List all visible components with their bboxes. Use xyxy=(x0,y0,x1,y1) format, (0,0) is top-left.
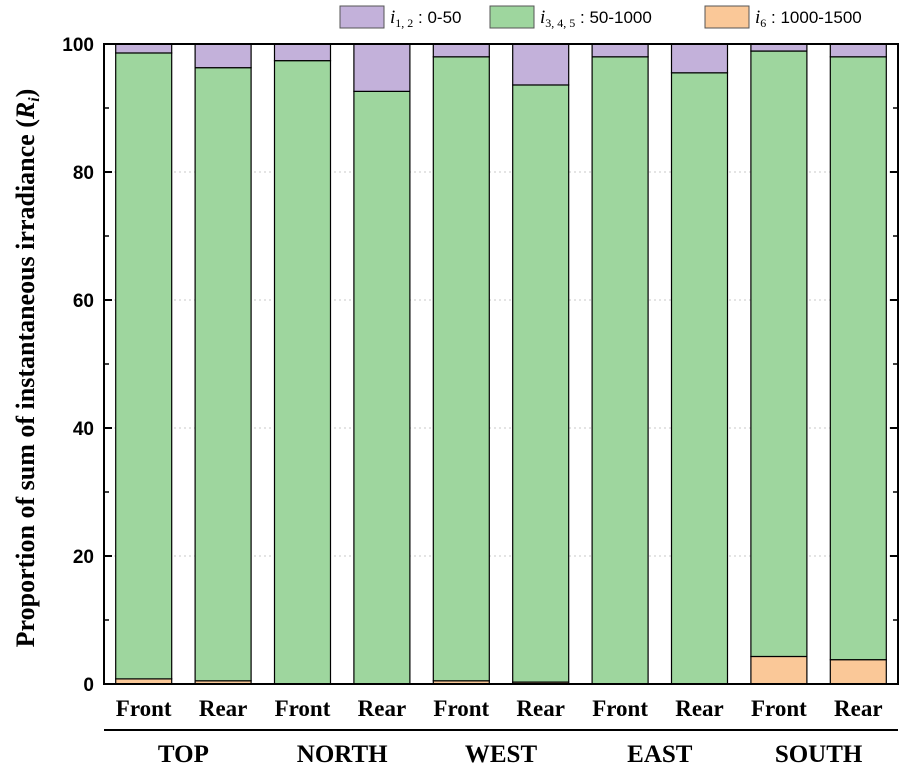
bar-segment-i345 xyxy=(670,72,729,685)
legend-swatch-i345 xyxy=(489,5,535,29)
bar-segment-i345 xyxy=(194,67,252,682)
bar-segment-i12 xyxy=(194,43,252,69)
bar-segment-i345 xyxy=(273,60,332,685)
legend-swatch-i12 xyxy=(339,5,385,29)
bar-segment-i345 xyxy=(829,56,887,661)
group-label: SOUTH xyxy=(775,741,863,768)
y-tick-label: 100 xyxy=(62,35,94,56)
legend-swatch-i6 xyxy=(704,5,750,29)
axes xyxy=(103,43,899,731)
legend: i1, 2 : 0-50 i3, 4, 5 : 50-1000 i6 : 1000-… xyxy=(339,5,862,30)
y-tick-label: 0 xyxy=(83,675,94,696)
bar-segment-i345 xyxy=(512,84,570,683)
bar-segment-i345 xyxy=(432,56,490,682)
bar-segment-i345 xyxy=(750,50,808,658)
bars xyxy=(115,43,887,685)
y-tick-label: 40 xyxy=(73,419,94,440)
bar-segment-i345 xyxy=(591,56,649,685)
bar-category-label: Front xyxy=(592,696,648,721)
legend-label-i6: i6 : 1000-1500 xyxy=(755,7,862,30)
y-tick-label: 60 xyxy=(73,291,94,312)
bar-segment-i12 xyxy=(512,43,570,86)
group-label: WEST xyxy=(465,741,538,768)
bar-segment-i12 xyxy=(432,43,490,58)
group-label: TOP xyxy=(158,741,209,768)
labels: Front Rear Front Rear Front Rear Front Rear Fron… xyxy=(11,35,883,768)
bar-segment-i345 xyxy=(115,52,173,680)
legend-label-i12: i1, 2 : 0-50 xyxy=(390,7,461,30)
bar-category-label: Rear xyxy=(199,696,248,721)
bar-segment-i12 xyxy=(591,43,649,58)
bar-segment-i6 xyxy=(829,659,887,685)
bar-segment-i12 xyxy=(829,43,887,58)
bar-segment-i12 xyxy=(750,43,808,52)
y-tick-label: 20 xyxy=(73,547,94,568)
legend-label-i345: i3, 4, 5 : 50-1000 xyxy=(540,7,652,30)
bar-segment-i12 xyxy=(353,43,411,92)
bar-category-label: Front xyxy=(751,696,807,721)
group-label: EAST xyxy=(627,741,693,768)
bar-category-label: Front xyxy=(116,696,172,721)
bar-category-label: Rear xyxy=(516,696,565,721)
bar-segment-i345 xyxy=(353,90,411,685)
bar-category-label: Front xyxy=(433,696,489,721)
bar-segment-i6 xyxy=(750,655,808,685)
y-axis-title: Proportion of sum of instantaneous irrad… xyxy=(11,89,43,648)
bar-category-label: Rear xyxy=(675,696,724,721)
bar-segment-i12 xyxy=(670,43,729,74)
bar-category-label: Front xyxy=(275,696,331,721)
bar-category-label: Rear xyxy=(834,696,883,721)
group-label: NORTH xyxy=(297,741,388,768)
y-tick-label: 80 xyxy=(73,163,94,184)
bar-segment-i12 xyxy=(115,43,173,54)
bar-segment-i12 xyxy=(273,43,332,62)
bar-category-label: Rear xyxy=(358,696,407,721)
